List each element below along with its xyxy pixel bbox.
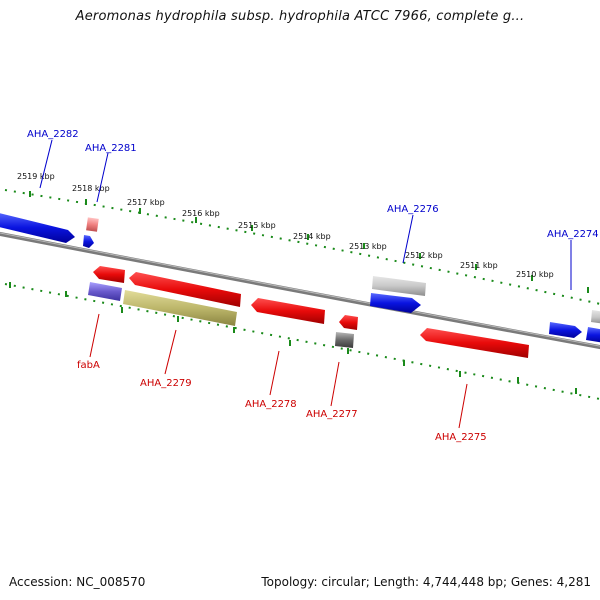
gene-label-aha-2279[interactable]: AHA_2279: [140, 378, 192, 389]
gene-arrow-aha-2275[interactable]: [420, 328, 529, 358]
kbp-label: 2514 kbp: [293, 232, 331, 241]
gene-box-aha-2277[interactable]: [335, 332, 354, 348]
gene-box-grey-edge[interactable]: [591, 310, 600, 324]
accession-text: Accession: NC_008570: [9, 575, 146, 589]
label-leaders: [39, 139, 572, 429]
kbp-label: 2511 kbp: [460, 261, 498, 270]
chromosome-backbone: [0, 231, 600, 350]
outer-track-ticks: [29, 191, 589, 293]
gene-label-fabA[interactable]: fabA: [77, 360, 100, 371]
gene-label-aha-2281[interactable]: AHA_2281: [85, 143, 137, 154]
gene-arrow-aha-2277[interactable]: [339, 315, 358, 330]
gene-label-aha-2278[interactable]: AHA_2278: [245, 399, 297, 410]
gene-arrow-edge[interactable]: [586, 327, 600, 343]
gene-arrow-aha-2282[interactable]: [0, 212, 75, 243]
kbp-labels: 2519 kbp 2518 kbp 2517 kbp 2516 kbp 2515…: [17, 172, 554, 279]
gene-arrow-aha-2278[interactable]: [251, 298, 325, 324]
gene-labels: AHA_2282 AHA_2281 AHA_2276 AHA_2274 fabA…: [27, 129, 599, 443]
forward-genes: [0, 212, 600, 343]
gene-box-fabA[interactable]: [88, 282, 122, 301]
inner-track-ticks: [9, 282, 577, 394]
kbp-label: 2517 kbp: [127, 198, 165, 207]
kbp-label: 2510 kbp: [516, 270, 554, 279]
gene-label-aha-2276[interactable]: AHA_2276: [387, 204, 439, 215]
gene-box-aha-2279[interactable]: [123, 290, 237, 326]
kbp-label: 2519 kbp: [17, 172, 55, 181]
gene-label-aha-2275[interactable]: AHA_2275: [435, 432, 487, 443]
gene-box-pink[interactable]: [86, 217, 99, 232]
gene-label-aha-2277[interactable]: AHA_2277: [306, 409, 358, 420]
chromosome-backbone-highlight: [0, 232, 600, 347]
gene-arrow-fabA[interactable]: [93, 266, 125, 283]
gene-arrow-aha-2276[interactable]: [370, 293, 421, 313]
kbp-label: 2512 kbp: [405, 251, 443, 260]
gene-label-aha-2274[interactable]: AHA_2274: [547, 229, 599, 240]
gene-label-aha-2282[interactable]: AHA_2282: [27, 129, 79, 140]
reverse-genes: [88, 266, 529, 358]
topology-text: Topology: circular; Length: 4,744,448 bp…: [261, 575, 591, 589]
map-title: Aeromonas hydrophila subsp. hydrophila A…: [75, 9, 525, 24]
kbp-label: 2518 kbp: [72, 184, 110, 193]
gene-arrow-aha-2279[interactable]: [129, 272, 241, 307]
gene-arrow-aha-2281[interactable]: [83, 235, 94, 248]
gene-arrow-aha-2274[interactable]: [549, 322, 582, 338]
gene-box-grey-2276[interactable]: [372, 276, 426, 296]
kbp-label: 2515 kbp: [238, 221, 276, 230]
kbp-label: 2516 kbp: [182, 209, 220, 218]
kbp-label: 2513 kbp: [349, 242, 387, 251]
